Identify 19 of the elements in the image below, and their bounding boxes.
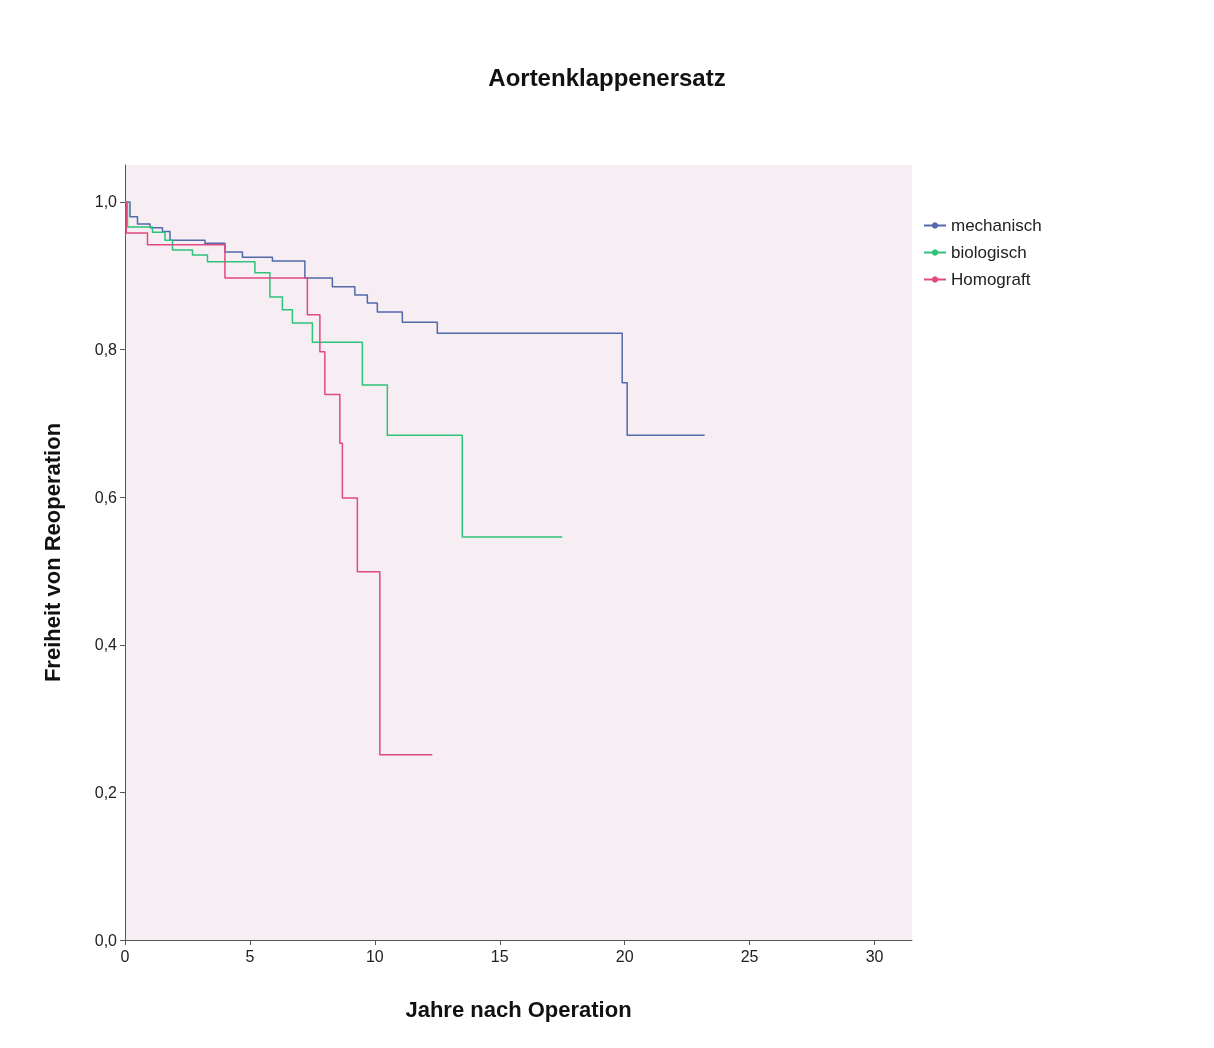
x-tick-label: 30 xyxy=(865,947,884,965)
legend-label: mechanisch xyxy=(951,216,1042,235)
x-tick-label: 5 xyxy=(245,947,255,965)
y-tick-label: 1,0 xyxy=(94,193,118,211)
chart-title: Aortenklappenersatz xyxy=(488,63,726,91)
x-tick-label: 15 xyxy=(490,947,509,965)
x-axis-title: Jahre nach Operation xyxy=(405,996,632,1022)
y-tick-label: 0,8 xyxy=(94,341,118,359)
y-axis-title: Freiheit von Reoperation xyxy=(39,422,65,683)
y-tick-label: 0,0 xyxy=(94,931,118,949)
x-tick-label: 25 xyxy=(740,947,759,965)
x-tick-label: 20 xyxy=(615,947,634,965)
y-tick-label: 0,6 xyxy=(94,488,118,506)
legend-label: biologisch xyxy=(951,243,1027,262)
y-tick-label: 0,2 xyxy=(94,783,118,801)
x-tick-label: 0 xyxy=(120,947,130,965)
legend-label: Homograft xyxy=(951,270,1031,289)
x-tick-label: 10 xyxy=(365,947,384,965)
y-tick-label: 0,4 xyxy=(94,636,118,654)
